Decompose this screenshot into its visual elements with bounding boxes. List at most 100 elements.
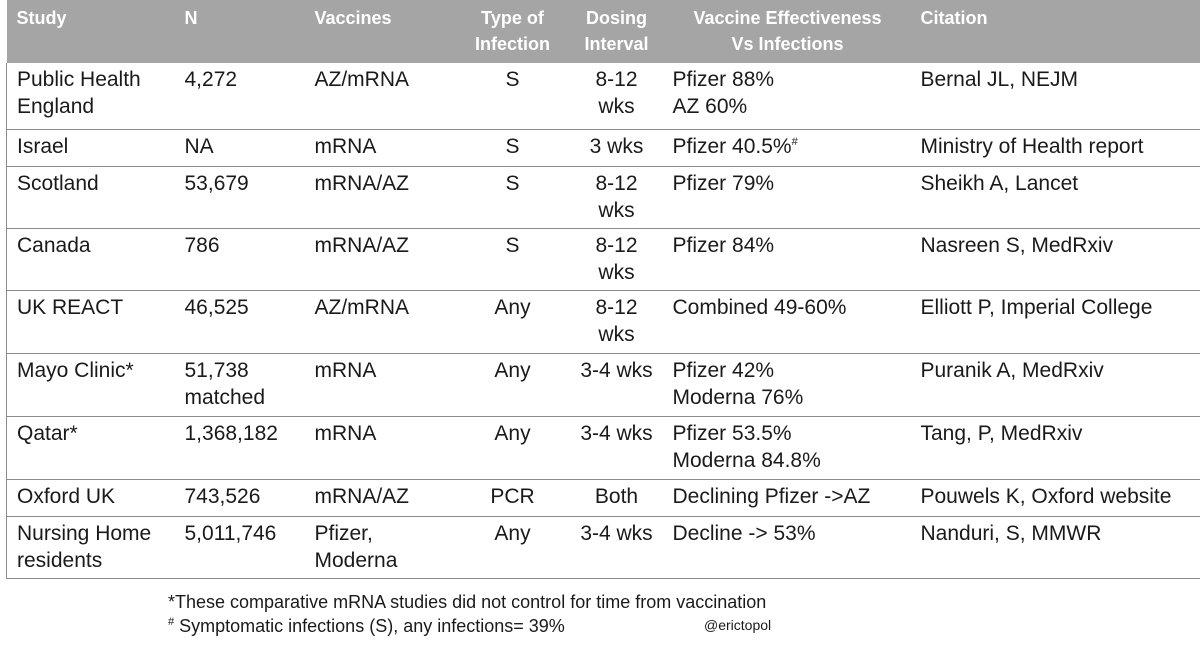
cell-vaccines-text: AZ/mRNA [314, 295, 410, 319]
cell-type: Any [454, 353, 569, 417]
footnote-hash-mark: # [168, 616, 175, 628]
cell-n-text: 743,526 [184, 484, 261, 508]
table-row: Mayo Clinic* 51,738 matched mRNA Any 3-4 wks… [6, 353, 1200, 417]
table-row: Public Health England 4,272 AZ/mRNA S 8-12 w… [6, 63, 1200, 130]
cell-effectiveness-text: Decline -> 53% [672, 521, 816, 545]
cell-type: S [454, 166, 569, 229]
cell-interval-text: 8-12 wks [595, 68, 638, 118]
cell-interval-text: Both [594, 484, 639, 508]
cell-n: 5,011,746 [174, 516, 305, 579]
cell-type: S [454, 63, 569, 130]
table-row: Nursing Home residents 5,011,746 Pfizer, M… [6, 516, 1200, 579]
cell-citation: Ministry of Health report [910, 129, 1200, 167]
cell-interval: 3 wks [568, 129, 663, 167]
cell-interval: 3-4 wks [568, 416, 663, 480]
cell-n-text: 1,368,182 [184, 421, 278, 445]
cell-interval-text: 3 wks [589, 134, 644, 158]
cell-vaccines: mRNA [304, 416, 455, 480]
cell-effectiveness: Declining Pfizer ->AZ [662, 479, 911, 517]
cell-vaccines: AZ/mRNA [304, 290, 455, 354]
cell-study-text: Israel [17, 134, 69, 158]
cell-type-text: Any [494, 358, 531, 382]
header-study: Study [6, 0, 175, 63]
cell-study-text: Mayo Clinic* [17, 358, 134, 382]
cell-vaccines-text: mRNA/AZ [314, 171, 410, 195]
cell-n: 46,525 [174, 290, 305, 354]
cell-type-text: S [505, 171, 520, 195]
cell-study: Nursing Home residents [6, 516, 175, 579]
cell-effectiveness: Pfizer 84% [662, 228, 911, 291]
cell-vaccines: mRNA/AZ [304, 479, 455, 517]
cell-effectiveness-text: Pfizer 40.5% [672, 134, 792, 158]
cell-citation-text: Ministry of Health report [920, 134, 1144, 158]
cell-n-text: 5,011,746 [184, 521, 277, 545]
cell-citation: Nasreen S, MedRxiv [910, 228, 1200, 291]
cell-citation-text: Bernal JL, NEJM [920, 68, 1079, 91]
cell-n: 786 [174, 228, 305, 291]
cell-citation-text: Nanduri, S, MMWR [920, 521, 1102, 545]
cell-n: 1,368,182 [174, 416, 305, 480]
cell-study: Canada [6, 228, 175, 291]
cell-study: UK REACT [6, 290, 175, 354]
cell-vaccines-text: mRNA/AZ [314, 484, 410, 508]
cell-study-text: Oxford UK [17, 484, 116, 508]
cell-vaccines-text: mRNA [314, 421, 377, 445]
cell-vaccines: mRNA/AZ [304, 228, 455, 291]
cell-study: Qatar* [6, 416, 175, 480]
cell-citation: Nanduri, S, MMWR [910, 516, 1200, 579]
cell-citation-text: Tang, P, MedRxiv [920, 421, 1083, 445]
table-row: UK REACT 46,525 AZ/mRNA Any 8-12 wks Combined… [6, 290, 1200, 354]
cell-effectiveness: Pfizer 79% [662, 166, 911, 229]
cell-type-text: Any [494, 421, 531, 445]
table-row: Oxford UK 743,526 mRNA/AZ PCR Both Declining … [6, 479, 1200, 517]
header-citation: Citation [910, 0, 1200, 63]
cell-vaccines: Pfizer, Moderna [304, 516, 455, 579]
cell-effectiveness-text: Combined 49-60% [672, 295, 847, 319]
cell-effectiveness-text: Pfizer 79% [672, 171, 775, 195]
cell-effectiveness: Decline -> 53% [662, 516, 911, 579]
table-header-row: Study N Vaccines Type of Infection Dosin… [6, 0, 1200, 63]
cell-interval-text: 8-12 wks [595, 171, 638, 222]
cell-interval: 8-12 wks [568, 228, 663, 291]
vaccine-effectiveness-table: Study N Vaccines Type of Infection Dosin… [6, 0, 1200, 579]
table-row: Scotland 53,679 mRNA/AZ S 8-12 wks Pfizer 79%… [6, 166, 1200, 229]
cell-type: S [454, 129, 569, 167]
cell-vaccines-text: Pfizer, Moderna [314, 521, 398, 572]
cell-interval: 8-12 wks [568, 166, 663, 229]
cell-effectiveness-text: Pfizer 53.5% Moderna 84.8% [672, 421, 821, 472]
cell-interval: 8-12 wks [568, 290, 663, 354]
cell-interval-text: 3-4 wks [580, 358, 653, 382]
cell-type-text: S [505, 134, 520, 158]
header-vaccine-effectiveness: Vaccine Effectiveness Vs Infections [662, 0, 911, 63]
cell-study-text: Nursing Home residents [17, 521, 152, 572]
footnote-symptomatic: # Symptomatic infections (S), any infect… [168, 614, 766, 638]
cell-type-text: Any [494, 521, 531, 545]
cell-interval-text: 3-4 wks [580, 421, 653, 445]
cell-study: Oxford UK [6, 479, 175, 517]
cell-citation-text: Nasreen S, MedRxiv [920, 233, 1114, 257]
table-row: Qatar* 1,368,182 mRNA Any 3-4 wks Pfizer 53.5… [6, 416, 1200, 480]
cell-vaccines-text: AZ/mRNA [314, 68, 410, 91]
author-credit: @erictopol [704, 617, 772, 633]
cell-citation-text: Elliott P, Imperial College [920, 295, 1153, 319]
cell-study-text: Scotland [17, 171, 99, 195]
cell-type: Any [454, 416, 569, 480]
cell-citation-text: Sheikh A, Lancet [920, 171, 1079, 195]
cell-n: 53,679 [174, 166, 305, 229]
cell-interval-text: 3-4 wks [580, 521, 653, 545]
cell-n-text: 46,525 [184, 295, 249, 319]
cell-citation: Sheikh A, Lancet [910, 166, 1200, 229]
cell-study-text: Canada [17, 233, 91, 257]
footnotes: *These comparative mRNA studies did not … [168, 590, 766, 638]
cell-study: Mayo Clinic* [6, 353, 175, 417]
cell-effectiveness-text: Pfizer 84% [672, 233, 775, 257]
table-row: Canada 786 mRNA/AZ S 8-12 wks Pfizer 84% Nasre… [6, 228, 1200, 291]
cell-effectiveness: Pfizer 40.5%# [662, 129, 911, 167]
cell-type-text: S [505, 233, 520, 257]
cell-type: PCR [454, 479, 569, 517]
cell-vaccines-text: mRNA [314, 358, 377, 382]
cell-effectiveness: Combined 49-60% [662, 290, 911, 354]
footnote-comparative: *These comparative mRNA studies did not … [168, 592, 767, 612]
cell-effectiveness-text: Pfizer 42% Moderna 76% [672, 358, 804, 409]
cell-n-text: 51,738 matched [184, 358, 266, 409]
